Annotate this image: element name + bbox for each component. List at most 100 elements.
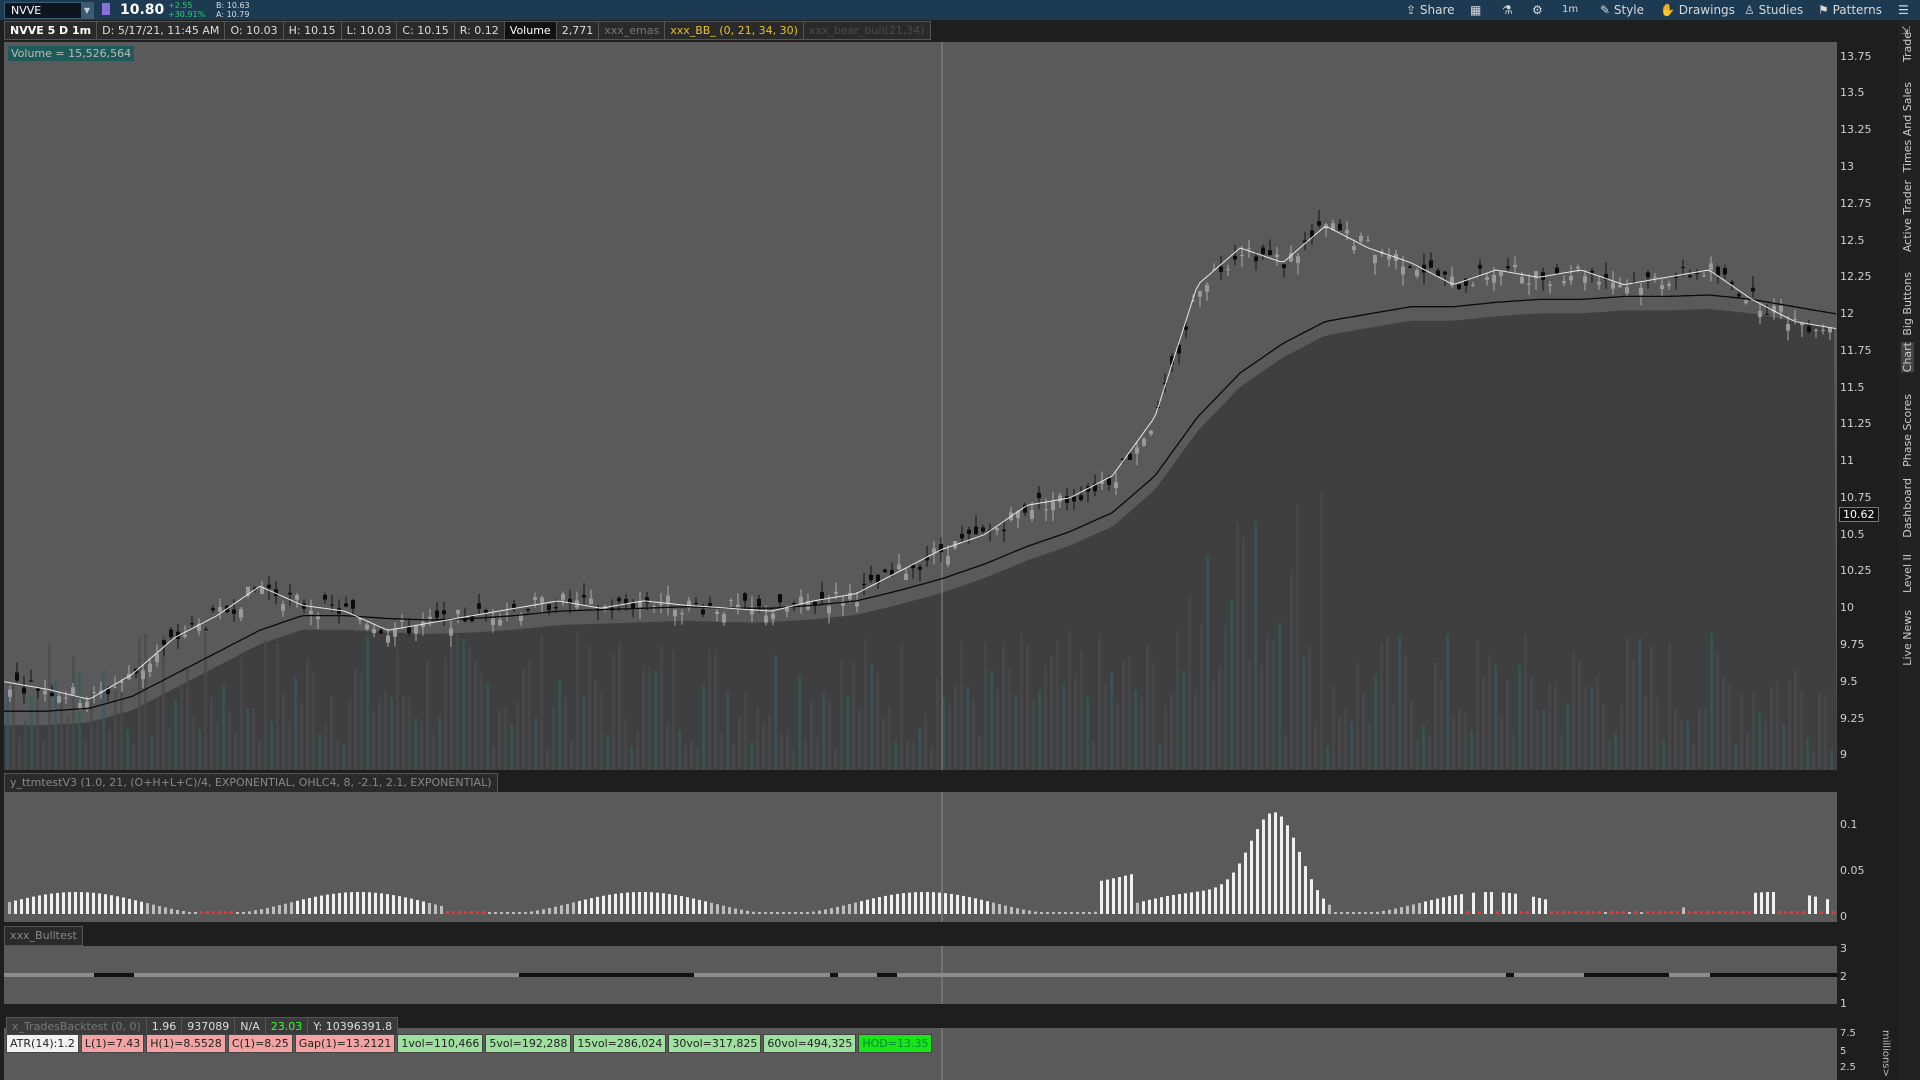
volume-bar (540, 635, 543, 770)
momentum-bar (1628, 912, 1631, 914)
price-axis-label: 12 (1840, 307, 1854, 321)
volume-bar (726, 690, 729, 770)
momentum-bar (242, 912, 245, 914)
price-axis-label: 10 (1840, 601, 1854, 615)
momentum-bar (1652, 911, 1655, 914)
volume-bar (930, 746, 933, 770)
volume-bar (1698, 707, 1701, 770)
candle-body (841, 600, 845, 606)
study-emas[interactable]: xxx_emas (598, 21, 666, 40)
grid-icon[interactable]: ▦ (1470, 3, 1482, 17)
momentum-bar (1508, 893, 1511, 914)
menu-icon[interactable]: ☰ (1898, 3, 1909, 17)
momentum-study-label[interactable]: y_ttmtestV3 (1.0, 21, (O+H+L+C)/4, EXPON… (4, 773, 498, 793)
volume-bar (360, 672, 363, 770)
momentum-bar (1142, 901, 1145, 914)
candle-body (1142, 438, 1146, 446)
volume-bar (1404, 653, 1407, 770)
momentum-bar (548, 908, 551, 914)
momentum-bar (434, 904, 437, 914)
side-tab-chart[interactable]: Chart (1901, 342, 1914, 373)
momentum-bar (1418, 902, 1421, 914)
volume-bar (426, 660, 429, 770)
momentum-bar (944, 893, 947, 914)
patterns-button[interactable]: ⚑ Patterns (1818, 3, 1883, 17)
volume-bar (12, 682, 15, 770)
volume-bar (492, 747, 495, 770)
momentum-bar (1754, 892, 1757, 914)
side-tab-active-trader[interactable]: Active Trader (1901, 180, 1914, 253)
momentum-bar (302, 899, 305, 914)
side-tab-level-ii[interactable]: Level II (1901, 554, 1914, 594)
volume-bar (1524, 634, 1527, 770)
chart-title[interactable]: NVVE 5 D 1m (4, 21, 98, 40)
flask-icon[interactable]: ⚗ (1502, 3, 1513, 17)
volume-bar (396, 649, 399, 770)
gear-icon[interactable]: ⚙ (1532, 3, 1543, 17)
volume-bar (240, 657, 243, 770)
volume-bar (414, 718, 417, 770)
collapse-icon[interactable]: ⇲ (1901, 24, 1911, 37)
momentum-bar (656, 892, 659, 914)
candle-body (1660, 285, 1664, 290)
momentum-bar (1640, 912, 1643, 914)
price-axis-label: 11.5 (1840, 380, 1865, 394)
bulltest-segment (1584, 973, 1669, 977)
side-tab-live-news[interactable]: Live News (1901, 610, 1914, 666)
momentum-pane[interactable] (4, 792, 1837, 922)
style-button[interactable]: ✎ Style (1600, 3, 1645, 17)
side-tab-trade[interactable]: Trade (1901, 32, 1914, 63)
momentum-bar (830, 908, 833, 914)
study-bear-bull[interactable]: xxx_bear_bull(21,34) (802, 21, 931, 40)
candle-body (1562, 281, 1566, 284)
side-tab-times-and-sales[interactable]: Times And Sales (1901, 82, 1914, 173)
volume-bar (636, 731, 639, 770)
side-tab-phase-scores[interactable]: Phase Scores (1901, 394, 1914, 467)
candle-body (1093, 483, 1097, 492)
timeframe-button[interactable]: 1m (1562, 4, 1579, 15)
price-axis[interactable]: 13.75 13.5 13.25 13 12.75 12.5 12.25 12 11.75 11.… (1838, 42, 1894, 770)
candle-body (1590, 270, 1594, 273)
price-chart-pane[interactable] (4, 42, 1837, 770)
price-chart (4, 42, 1837, 770)
momentum-bar (1130, 874, 1133, 914)
link-icon[interactable] (102, 3, 110, 15)
backtest-row: x_TradesBacktest (0, 0) 1.96 937089 N/A 23.0… (6, 1017, 399, 1036)
candle-body (99, 690, 103, 694)
study-bb[interactable]: xxx_BB_ (0, 21, 34, 30) (664, 21, 804, 40)
candle-body (1079, 495, 1083, 501)
volume-bar (246, 707, 249, 770)
side-tab-dashboard[interactable]: Dashboard (1901, 478, 1914, 538)
studies-button[interactable]: ♙ Studies (1744, 3, 1804, 17)
bulltest-pane[interactable] (4, 946, 1837, 1004)
symbol-selector[interactable]: NVVE ▼ (4, 2, 94, 19)
side-tab-big-buttons[interactable]: Big Buttons (1901, 272, 1914, 336)
chevron-down-icon[interactable]: ▼ (81, 3, 93, 18)
bulltest-label[interactable]: xxx_Bulltest (4, 926, 83, 946)
volume-bar (1326, 746, 1329, 770)
drawings-button[interactable]: ✋ Drawings (1660, 3, 1735, 17)
top-toolbar: NVVE ▼ 10.80 +2.55 +30.91% B: 10.63 A: 1… (0, 0, 1920, 20)
volume-bar (342, 744, 345, 770)
momentum-bar (1496, 911, 1499, 914)
volume-bar (1548, 683, 1551, 770)
momentum-bar (734, 908, 737, 914)
candle-body (1758, 311, 1762, 318)
candle-body (197, 623, 201, 631)
candle-body (1359, 235, 1363, 242)
backtest-label[interactable]: x_TradesBacktest (0, 0) (6, 1017, 147, 1036)
candle-body (589, 598, 593, 605)
volume-bar (1464, 711, 1467, 770)
series-line-slow (4, 294, 1837, 712)
volume-bar (1596, 676, 1599, 770)
volume-label[interactable]: Volume (503, 21, 557, 40)
momentum-bar (1742, 911, 1745, 914)
volume-bar (168, 727, 171, 770)
momentum-bar (1454, 895, 1457, 914)
bulltest-segment (1710, 973, 1837, 977)
volume-bar (1272, 639, 1275, 770)
volume-bar (1728, 685, 1731, 770)
volume-bar (1686, 720, 1689, 770)
share-button[interactable]: ⇪ Share (1406, 3, 1455, 17)
volume-bar (678, 729, 681, 770)
